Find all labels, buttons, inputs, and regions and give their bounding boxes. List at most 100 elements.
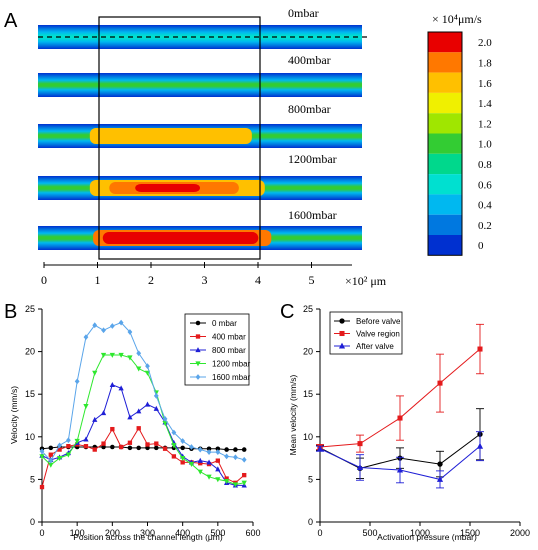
- colorbar-cell: [428, 153, 462, 175]
- y-tick-label: 15: [303, 389, 313, 399]
- data-point: [118, 319, 124, 326]
- heatmap-x-tick-label: 0: [41, 273, 47, 287]
- data-point: [356, 464, 364, 470]
- colorbar: 2.0 1.8 1.6 1.4 1.2 1.0 0.8 0.6 0.4 0.2 0: [427, 31, 492, 256]
- y-tick-label: 5: [308, 474, 313, 484]
- data-point: [101, 327, 106, 334]
- data-point: [56, 455, 63, 461]
- data-point: [189, 444, 194, 450]
- data-point: [397, 415, 403, 421]
- channel-1600mbar: [38, 226, 362, 250]
- data-point: [145, 363, 150, 369]
- heatmap-row-labels: 0mbar 400mbar 800mbar 1200mbar 1600mbar: [288, 6, 337, 222]
- data-point: [180, 445, 185, 451]
- data-point: [110, 444, 115, 450]
- heatmap-x-tick-label: 1: [95, 273, 101, 287]
- colorbar-cell: [428, 174, 462, 195]
- data-point: [224, 447, 229, 452]
- legend-label: After valve: [356, 342, 394, 351]
- panel-c-label: C: [280, 301, 294, 323]
- data-point: [144, 401, 151, 407]
- channel-core: [135, 184, 200, 192]
- data-point: [57, 442, 62, 449]
- data-point: [180, 455, 186, 461]
- series-1600-mbar: [39, 319, 247, 464]
- y-tick-label: 0: [30, 517, 35, 527]
- colorbar-tick-label: 1.2: [478, 118, 492, 130]
- colorbar-tick-label: 0.8: [478, 159, 492, 171]
- data-point: [339, 330, 345, 337]
- data-point: [215, 458, 220, 463]
- data-point: [162, 421, 168, 427]
- x-tick-label: 0: [317, 528, 322, 538]
- y-tick-label: 20: [25, 347, 35, 357]
- c-y-axis-label: Mean velocity (mm/s): [288, 374, 298, 455]
- legend-item-0-mbar: 0 mbar: [190, 319, 237, 328]
- channel-400mbar: [38, 73, 362, 97]
- data-point: [48, 452, 53, 457]
- data-point: [476, 442, 484, 449]
- data-point: [197, 457, 203, 463]
- c-series: [316, 323, 484, 489]
- data-point: [338, 342, 346, 349]
- data-point: [127, 414, 133, 420]
- legend-label: 0 mbar: [212, 319, 237, 328]
- data-point: [180, 438, 186, 444]
- heatmap-x-ticks: 0 1 2 3 4 5: [41, 262, 315, 287]
- data-point: [136, 426, 141, 431]
- y-tick-label: 25: [303, 304, 313, 314]
- data-point: [118, 352, 124, 358]
- legend-label: 400 mbar: [212, 333, 246, 342]
- data-point: [224, 476, 229, 481]
- channel-800mbar: [38, 124, 362, 148]
- series-after-valve: [316, 431, 484, 489]
- data-point: [65, 437, 71, 444]
- data-point: [48, 462, 54, 468]
- colorbar-cell: [428, 235, 462, 256]
- legend-item-1600-mbar: 1600 mbar: [190, 373, 251, 382]
- data-point: [127, 329, 133, 335]
- data-point: [118, 385, 124, 391]
- data-point: [339, 318, 345, 324]
- data-point: [436, 476, 444, 482]
- data-point: [74, 378, 80, 385]
- colorbar-cell: [428, 32, 462, 53]
- legend-item-1200-mbar: 1200 mbar: [190, 360, 251, 369]
- data-point: [136, 408, 142, 414]
- data-point: [48, 457, 54, 464]
- data-point: [180, 460, 185, 465]
- data-point: [215, 477, 221, 483]
- series-line: [41, 354, 245, 486]
- channel-body: [38, 73, 362, 97]
- data-point: [65, 452, 72, 458]
- colorbar-tick-label: 0: [478, 240, 484, 252]
- b-legend: 0 mbar 400 mbar 800 mbar 1200 mbar 1600 mbar: [184, 313, 251, 386]
- mean-velocity-chart: 0 500 1000 1500 2000 0 5 10 15 20 25 Activation pr…: [288, 304, 530, 542]
- data-point: [136, 366, 142, 372]
- data-point: [241, 456, 247, 463]
- data-point: [224, 453, 230, 460]
- colorbar-cell: [428, 113, 462, 134]
- data-point: [39, 448, 45, 455]
- data-point: [198, 461, 203, 466]
- colorbar-tick-label: 1.8: [478, 57, 492, 69]
- series-800-mbar: [39, 381, 247, 488]
- data-point: [127, 355, 133, 361]
- data-point: [195, 334, 201, 339]
- data-point: [195, 361, 201, 367]
- colorbar-tick-label: 1.6: [478, 78, 492, 90]
- colorbar-cell: [428, 92, 462, 114]
- y-tick-label: 0: [308, 517, 313, 527]
- x-tick-label: 0: [39, 528, 44, 538]
- data-point: [118, 444, 124, 450]
- data-point: [154, 441, 159, 446]
- data-point: [127, 440, 133, 445]
- legend-item-before-valve: Before valve: [334, 317, 401, 326]
- row-label-800mbar: 800mbar: [288, 102, 331, 116]
- data-point: [162, 446, 168, 451]
- legend-label: 1200 mbar: [212, 360, 251, 369]
- data-point: [101, 441, 106, 446]
- data-point: [171, 429, 177, 436]
- colorbar-cell: [428, 214, 462, 235]
- heatmap-x-tick-label: 4: [255, 273, 261, 287]
